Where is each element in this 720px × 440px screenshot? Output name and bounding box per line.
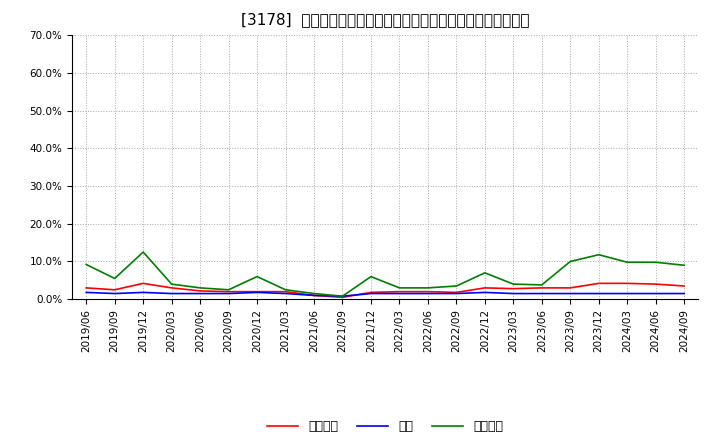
岐上債権 — [452, 290, 461, 295]
買入債務 — [366, 274, 375, 279]
岐上債権 — [338, 295, 347, 300]
岐上債権 — [282, 289, 290, 294]
買入債務 — [310, 291, 318, 296]
在庫 — [623, 291, 631, 296]
岐上債権 — [680, 283, 688, 289]
在庫 — [652, 291, 660, 296]
岐上債権 — [566, 285, 575, 290]
買入債務 — [167, 282, 176, 287]
買入債務 — [395, 285, 404, 290]
在庫 — [566, 291, 575, 296]
岐上債権 — [253, 289, 261, 294]
岐上債権 — [423, 289, 432, 294]
岐上債権 — [595, 281, 603, 286]
Legend: 岐上債権, 在庫, 買入債務: 岐上債権, 在庫, 買入債務 — [262, 415, 508, 438]
在庫 — [110, 291, 119, 296]
岐上債権 — [537, 285, 546, 290]
岐上債権 — [623, 281, 631, 286]
在庫 — [537, 291, 546, 296]
Line: 岐上債権: 岐上債権 — [86, 283, 684, 297]
買入債務 — [110, 276, 119, 281]
買入債務 — [196, 285, 204, 290]
在庫 — [338, 293, 347, 299]
買入債務 — [680, 263, 688, 268]
買入債務 — [139, 249, 148, 255]
Line: 買入債務: 買入債務 — [86, 252, 684, 296]
在庫 — [509, 291, 518, 296]
買入債務 — [509, 282, 518, 287]
岐上債権 — [509, 286, 518, 291]
岐上債権 — [652, 282, 660, 287]
買入債務 — [452, 283, 461, 289]
岐上債権 — [196, 288, 204, 293]
買入債務 — [537, 282, 546, 287]
岐上債権 — [225, 289, 233, 294]
買入債務 — [480, 270, 489, 275]
在庫 — [253, 290, 261, 295]
在庫 — [310, 293, 318, 298]
在庫 — [480, 290, 489, 295]
買入債務 — [338, 293, 347, 299]
在庫 — [595, 291, 603, 296]
Line: 在庫: 在庫 — [86, 293, 684, 296]
在庫 — [452, 291, 461, 296]
岐上債権 — [82, 285, 91, 290]
岐上債権 — [167, 285, 176, 290]
在庫 — [423, 291, 432, 296]
買入債務 — [595, 252, 603, 257]
Title: [3178]  岐上債権、在庫、買入債務の総資産に対する比率の推移: [3178] 岐上債権、在庫、買入債務の総資産に対する比率の推移 — [241, 12, 529, 27]
在庫 — [395, 291, 404, 296]
岐上債権 — [139, 281, 148, 286]
買入債務 — [282, 287, 290, 293]
岐上債権 — [395, 289, 404, 294]
買入債務 — [225, 287, 233, 293]
岐上債権 — [110, 287, 119, 293]
買入債務 — [423, 285, 432, 290]
在庫 — [82, 290, 91, 295]
在庫 — [196, 291, 204, 296]
買入債務 — [652, 260, 660, 265]
買入債務 — [82, 262, 91, 267]
在庫 — [680, 291, 688, 296]
岐上債権 — [480, 285, 489, 290]
在庫 — [282, 291, 290, 296]
在庫 — [167, 291, 176, 296]
在庫 — [225, 291, 233, 296]
買入債務 — [253, 274, 261, 279]
買入債務 — [623, 260, 631, 265]
岐上債権 — [366, 290, 375, 295]
在庫 — [139, 290, 148, 295]
在庫 — [366, 291, 375, 296]
岐上債権 — [310, 293, 318, 298]
買入債務 — [566, 259, 575, 264]
